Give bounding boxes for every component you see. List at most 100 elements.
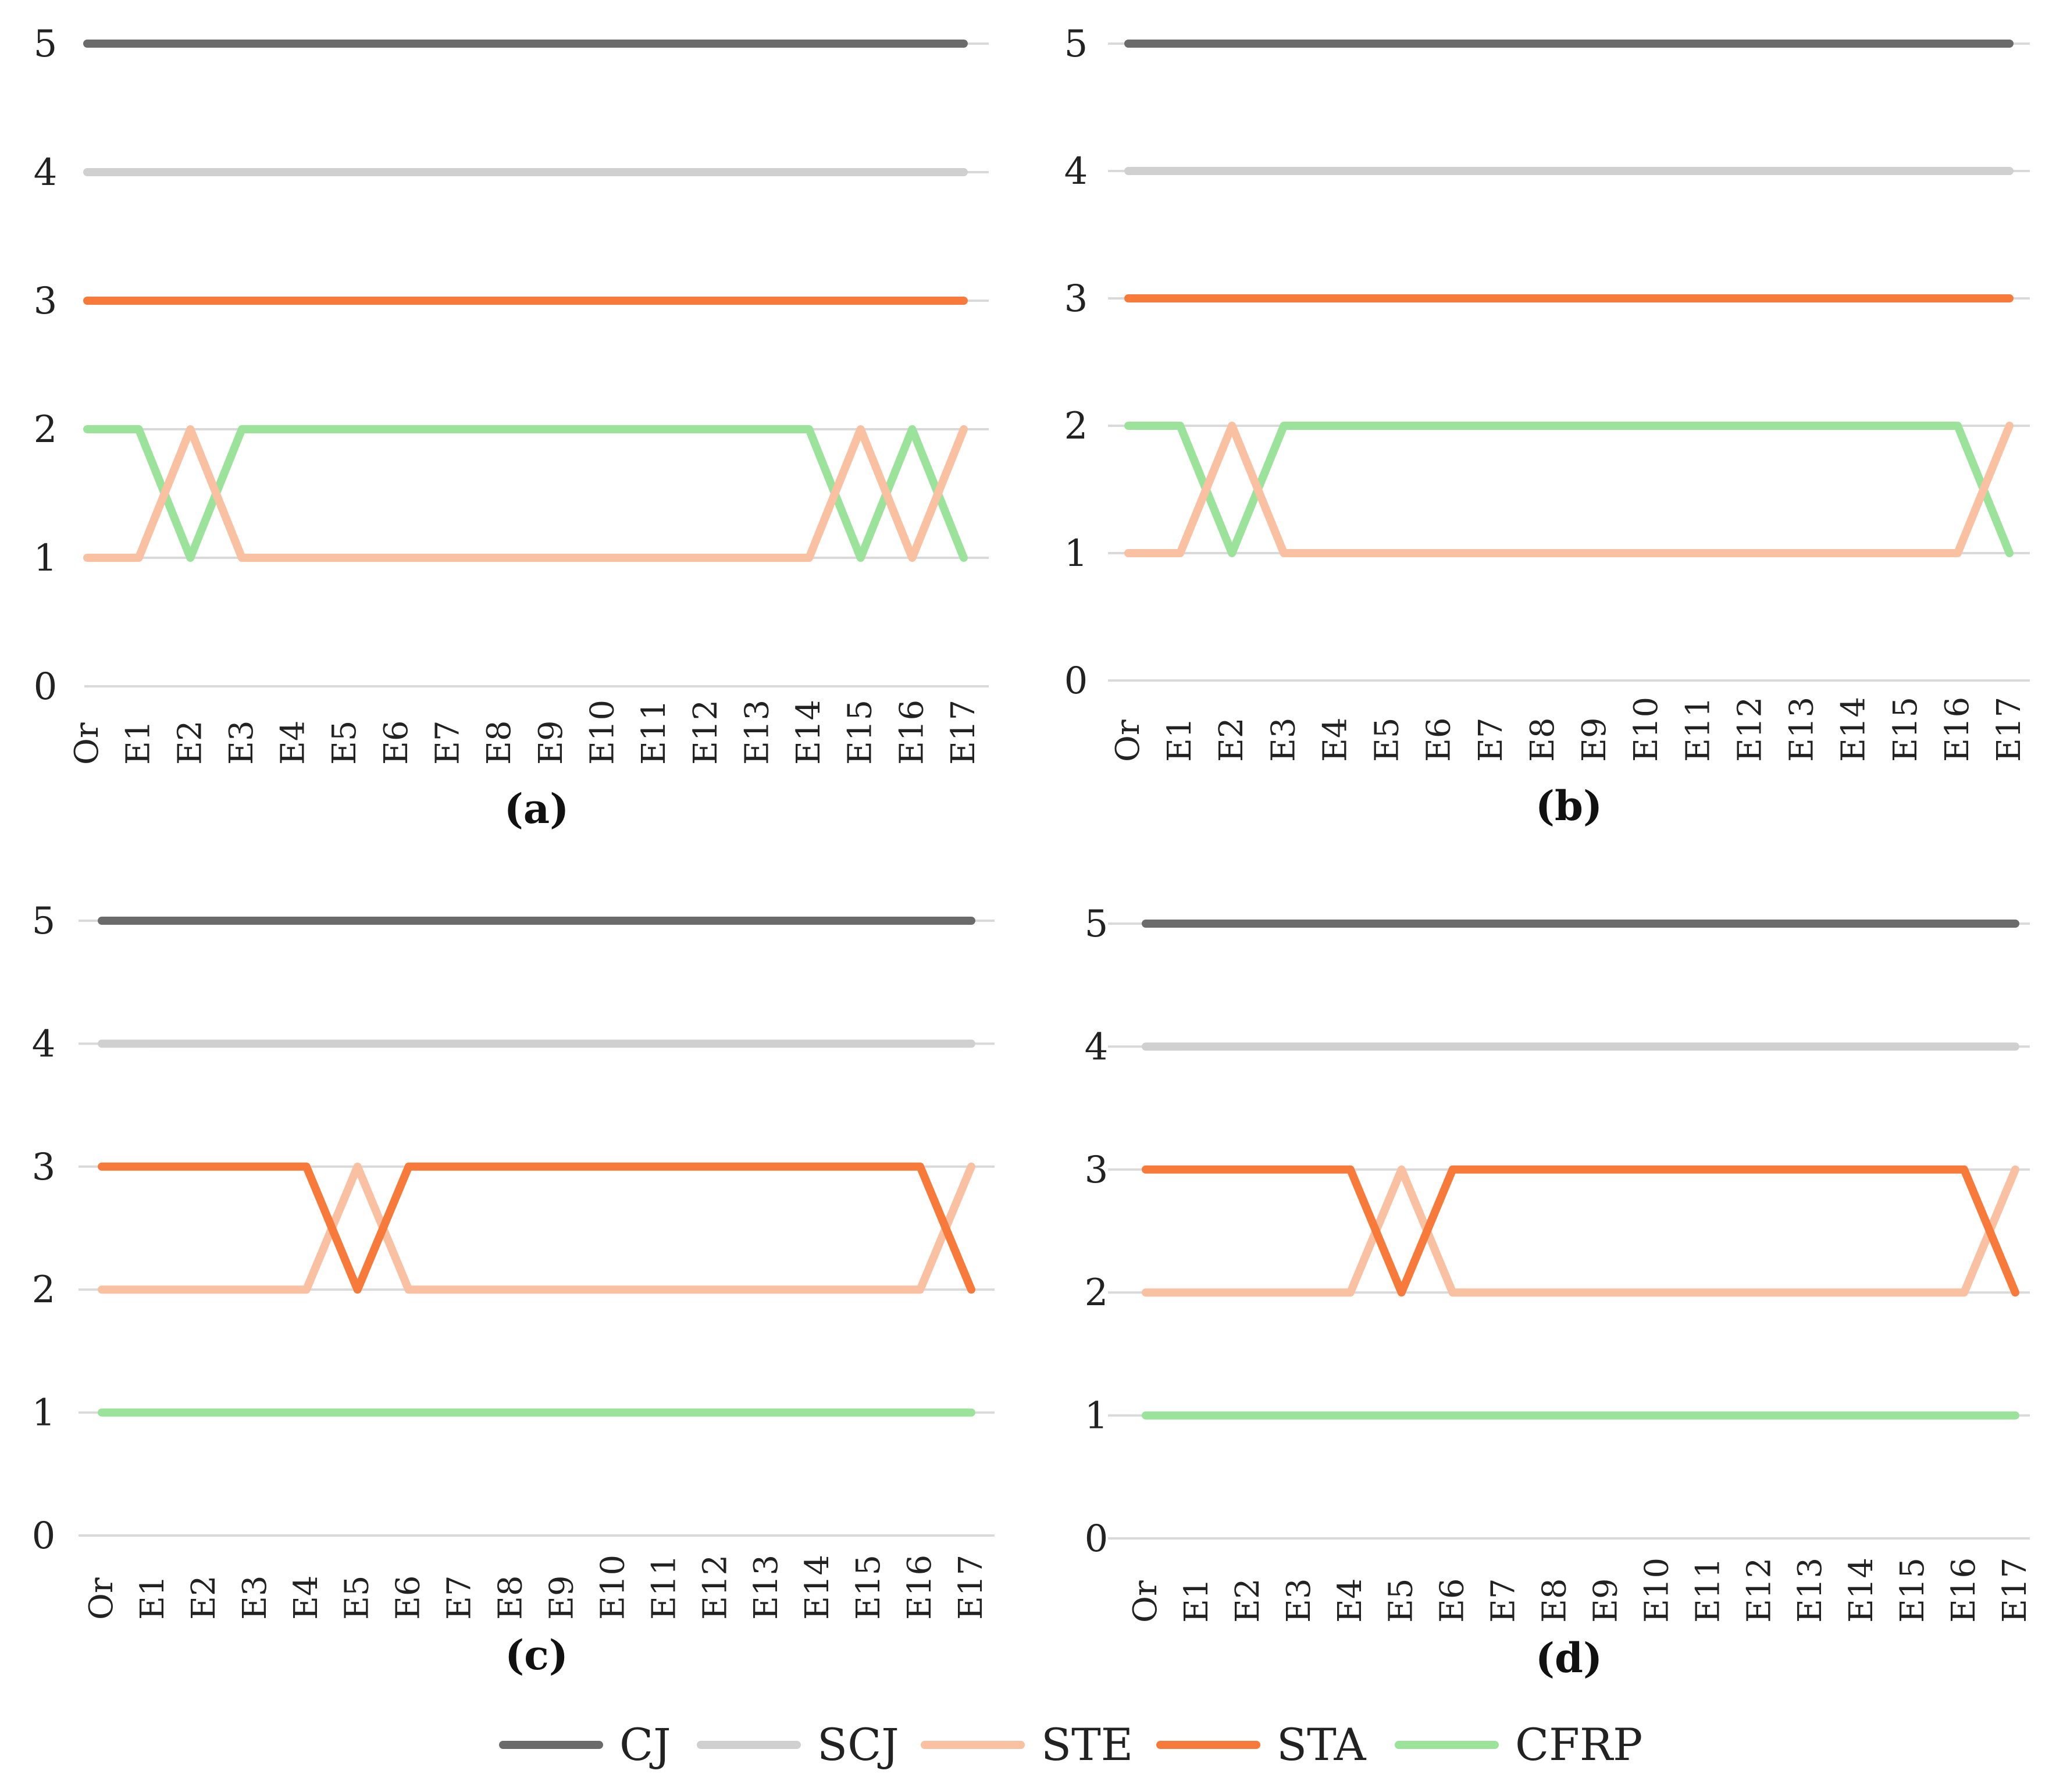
y-tick-label: 2 [32, 1269, 56, 1312]
x-tick-label: E2 [171, 720, 209, 765]
x-tick-label: E11 [1679, 697, 1717, 762]
y-tick-label: 0 [1085, 1517, 1109, 1561]
x-tick-label: Or [1127, 1580, 1164, 1623]
x-tick-label: E10 [1627, 697, 1665, 762]
series-line-ste [1124, 422, 2014, 557]
panel-caption: (a) [504, 785, 569, 833]
x-tick-label: E10 [1638, 1558, 1676, 1623]
x-tick-label: E14 [790, 700, 828, 765]
series-line-ste [98, 1162, 975, 1294]
x-tick-label: E13 [747, 1555, 785, 1620]
y-tick-label: 1 [32, 1392, 56, 1435]
x-tick-label: Or [83, 1577, 120, 1620]
x-tick-label: E16 [893, 700, 931, 765]
x-tick-label: E12 [1740, 1558, 1778, 1623]
x-tick-label: E8 [1524, 717, 1562, 762]
y-tick-label: 2 [1085, 1271, 1109, 1314]
legend: CJ SCJ STE STA CFRP [499, 1719, 1642, 1770]
y-tick-label: 1 [1064, 532, 1088, 575]
x-tick-label: E17 [1990, 697, 2028, 762]
x-tick-label: E5 [326, 720, 364, 765]
x-tick-label: E9 [532, 720, 570, 765]
y-tick-label: 1 [34, 537, 58, 580]
x-tick-label: E9 [1576, 717, 1613, 762]
x-tick-label: E6 [1420, 717, 1458, 762]
x-tick-label: E1 [1178, 1578, 1216, 1623]
chart-panel-2: 0 1 2 3 4 5 Or E1 E2 E3 E4 E5 E6 E7 E8 E9 E10 E11 E12 E13 E1… [1064, 23, 2030, 830]
x-tick-label: E1 [134, 1575, 172, 1620]
x-tick-label: E8 [492, 1575, 530, 1620]
series-line-ste [1142, 1165, 2019, 1297]
series-line-sta [1142, 1165, 2019, 1297]
x-tick-label: E3 [223, 720, 261, 765]
legend-label-ste: STE [1041, 1719, 1133, 1770]
x-tick-label: E12 [696, 1555, 734, 1620]
legend-label-cfrp: CFRP [1515, 1719, 1642, 1770]
y-tick-label: 3 [32, 1146, 56, 1189]
y-tick-label: 4 [32, 1023, 56, 1066]
y-tick-label: 4 [1085, 1025, 1109, 1068]
y-tick-label: 2 [1064, 405, 1088, 448]
x-tick-label: E10 [583, 700, 621, 765]
panel-caption: (c) [505, 1631, 568, 1679]
y-tick-label: 4 [1064, 150, 1088, 193]
y-tick-label: 0 [34, 665, 58, 708]
x-tick-label: E4 [275, 720, 312, 765]
y-tick-label: 3 [1085, 1149, 1109, 1192]
legend-label-cj: CJ [619, 1719, 671, 1770]
x-tick-label: E1 [120, 720, 158, 765]
x-tick-label: E7 [1485, 1578, 1523, 1623]
x-tick-label: E13 [738, 700, 776, 765]
x-tick-label: E11 [645, 1555, 683, 1620]
x-tick-label: E8 [1536, 1578, 1574, 1623]
x-tick-label: E6 [1434, 1578, 1471, 1623]
x-tick-label: E9 [543, 1575, 580, 1620]
y-tick-label: 5 [1085, 903, 1109, 946]
series-line-sta [98, 1162, 975, 1294]
x-tick-label: E7 [1472, 717, 1510, 762]
x-tick-label: E3 [1264, 717, 1302, 762]
x-tick-label: E2 [185, 1575, 223, 1620]
x-tick-label: E16 [1939, 697, 1976, 762]
y-tick-label: 0 [1064, 660, 1088, 703]
legend-label-scj: SCJ [817, 1719, 899, 1770]
chart-panel-3: 0 1 2 3 4 5 Or E1 E2 E3 E4 E5 E6 E7 E8 E9 E10 E11 E12 E13 E1… [32, 900, 995, 1679]
x-tick-label: E10 [594, 1555, 632, 1620]
x-tick-label: E2 [1229, 1578, 1267, 1623]
x-tick-label: E16 [901, 1555, 939, 1620]
x-tick-label: E12 [1731, 697, 1769, 762]
y-tick-label: 3 [34, 280, 58, 323]
x-tick-label: E7 [441, 1575, 479, 1620]
x-tick-label: Or [1109, 719, 1147, 762]
y-tick-label: 4 [34, 151, 58, 194]
y-tick-label: 5 [34, 23, 58, 66]
y-tick-label: 2 [34, 408, 58, 451]
legend-label-sta: STA [1277, 1719, 1367, 1770]
y-tick-label: 5 [1064, 23, 1088, 66]
x-tick-label: E13 [1783, 697, 1821, 762]
x-tick-label: E2 [1213, 717, 1250, 762]
x-tick-label: E15 [1894, 1558, 1932, 1623]
x-tick-label: E11 [1689, 1558, 1727, 1623]
x-tick-label: E15 [850, 1555, 888, 1620]
x-tick-label: E15 [1887, 697, 1925, 762]
x-tick-label: E14 [1843, 1558, 1880, 1623]
series-line-cfrp [83, 425, 968, 562]
x-tick-label: E1 [1161, 717, 1199, 762]
x-tick-label: E4 [1331, 1578, 1369, 1623]
x-tick-label: E14 [799, 1555, 836, 1620]
x-tick-label: E5 [338, 1575, 376, 1620]
chart-panel-4: 0 1 2 3 4 5 Or E1 E2 E3 E4 E5 E6 E7 E8 E9 E10 E11 E12 E13 E1… [1085, 903, 2034, 1682]
x-tick-label: E13 [1791, 1558, 1829, 1623]
y-tick-label: 1 [1085, 1395, 1109, 1438]
x-tick-label: E5 [1369, 717, 1406, 762]
x-tick-label: E3 [1280, 1578, 1318, 1623]
x-tick-label: E15 [842, 700, 879, 765]
series-line-ste [83, 425, 968, 562]
x-tick-label: E5 [1382, 1578, 1420, 1623]
panel-caption: (d) [1535, 1634, 1602, 1682]
x-tick-label: E17 [945, 700, 982, 765]
x-tick-label: E16 [1945, 1558, 1983, 1623]
x-tick-label: E6 [390, 1575, 427, 1620]
